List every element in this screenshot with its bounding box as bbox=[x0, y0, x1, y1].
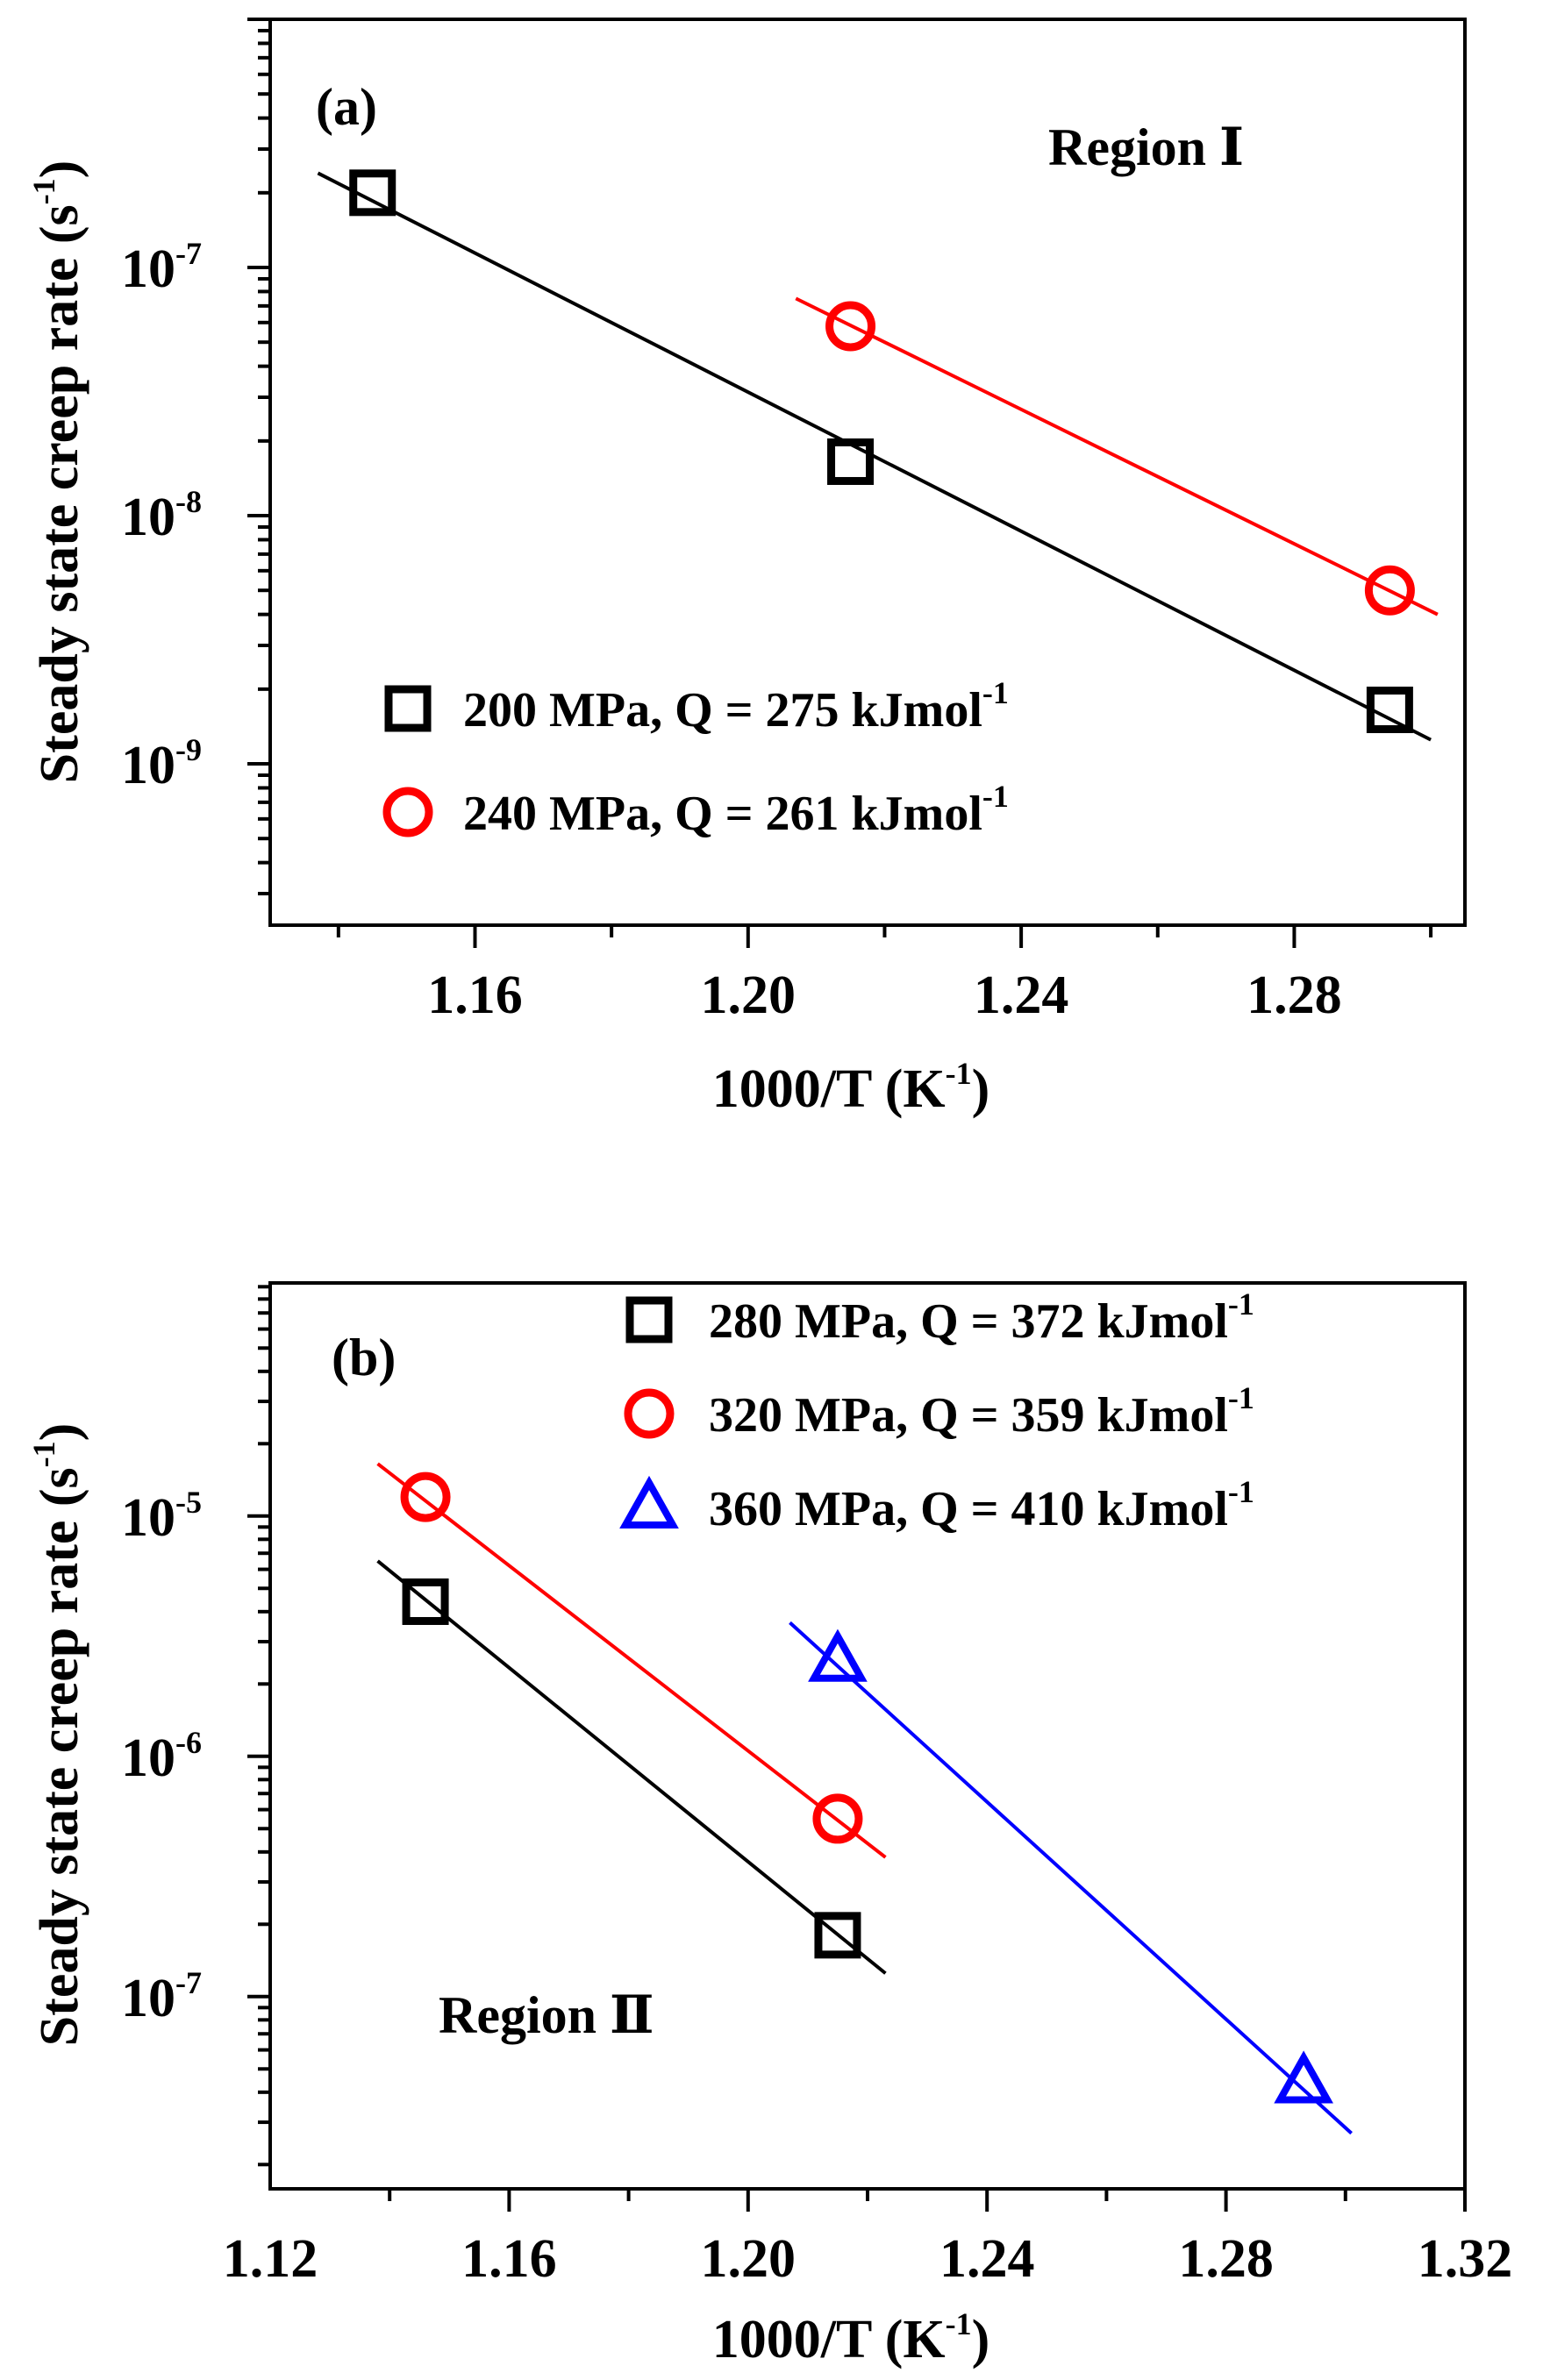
panel-b-data-point-series-1 bbox=[402, 1578, 449, 1625]
panel-a-data-point-series-1 bbox=[827, 438, 875, 485]
panel-a-y-tick-exponent: -8 bbox=[175, 484, 202, 519]
panel-b-legend-label-base: 280 MPa, Q = 372 kJmol bbox=[709, 1294, 1228, 1349]
panel-a-y-axis-title-tail: ) bbox=[30, 160, 89, 179]
panel-a-y-tick-label: 10-7 bbox=[121, 236, 202, 299]
panel-a-x-tick-label: 1.20 bbox=[701, 966, 797, 1025]
panel-a-x-tick-label: 1.24 bbox=[974, 966, 1069, 1025]
panel-a-x-tick-label: 1.28 bbox=[1247, 966, 1342, 1025]
panel-b-y-tick-exponent: -5 bbox=[175, 1485, 202, 1520]
panel-b-region-annotation: Region Ⅱ bbox=[439, 1986, 654, 2044]
panel-b-x-axis-title-tail: ) bbox=[972, 2310, 990, 2369]
panel-b-data-point-series-3 bbox=[808, 1628, 868, 1682]
panel-a-panel-label: (a) bbox=[316, 78, 377, 136]
panel-b-y-axis-title-sup: -1 bbox=[26, 1441, 61, 1467]
panel-a-data-point-series-2 bbox=[1364, 565, 1415, 616]
panel-b-x-tick-label: 1.12 bbox=[223, 2229, 318, 2289]
panel-a-x-axis-title: 1000/T (K-1) bbox=[712, 1056, 990, 1119]
panel-a-y-tick-base: 10 bbox=[121, 736, 175, 795]
panel-a-region-annotation: Region Ⅰ bbox=[1048, 118, 1244, 176]
panel-b-x-tick-label: 1.24 bbox=[939, 2229, 1035, 2289]
panel-b-y-tick-label: 10-5 bbox=[121, 1485, 202, 1548]
panel-b-y-axis-title-tail: ) bbox=[30, 1423, 89, 1442]
panel-b-legend-marker-2 bbox=[624, 1388, 675, 1439]
panel-b-legend-label-1: 280 MPa, Q = 372 kJmol-1 bbox=[709, 1286, 1254, 1349]
panel-a-data-point-series-1 bbox=[349, 169, 396, 217]
panel-b-y-tick-base: 10 bbox=[121, 1969, 175, 2028]
panel-a-x-axis-title-base: 1000/T (K bbox=[712, 1059, 946, 1119]
panel-b-y-tick-label: 10-7 bbox=[121, 1965, 202, 2028]
panel-b-legend-label-base: 320 MPa, Q = 359 kJmol bbox=[709, 1388, 1228, 1443]
panel-a-legend-marker-2 bbox=[382, 787, 433, 837]
panel-b-legend-label-3: 360 MPa, Q = 410 kJmol-1 bbox=[709, 1474, 1254, 1536]
panel-b-panel-label: (b) bbox=[332, 1329, 396, 1386]
panel-b-legend-label-sup: -1 bbox=[1228, 1380, 1254, 1415]
panel-a-y-tick-base: 10 bbox=[121, 488, 175, 547]
panel-a-y-tick-label: 10-9 bbox=[121, 732, 202, 795]
panel-b-legend-label-base: 360 MPa, Q = 410 kJmol bbox=[709, 1482, 1228, 1536]
panel-a-x-axis-title-sup: -1 bbox=[946, 1056, 972, 1091]
panel-a-legend-label-base: 240 MPa, Q = 261 kJmol bbox=[463, 787, 982, 841]
panel-b-fit-line-series-3 bbox=[789, 1621, 1353, 2135]
panel-b-data-point-series-3 bbox=[1274, 2050, 1333, 2104]
panel-b-x-tick-label: 1.20 bbox=[701, 2229, 797, 2289]
panel-b-y-tick-exponent: -7 bbox=[175, 1965, 202, 2000]
panel-a-y-tick-exponent: -9 bbox=[175, 732, 202, 767]
panel-b-data-point-series-1 bbox=[814, 1912, 861, 1959]
panel-b-legend-marker-3 bbox=[619, 1475, 679, 1528]
panel-b-x-tick-label: 1.28 bbox=[1178, 2229, 1274, 2289]
panel-a-x-tick-label: 1.16 bbox=[427, 966, 523, 1025]
panel-b-legend-label-sup: -1 bbox=[1228, 1286, 1254, 1322]
panel-b-legend-marker-1 bbox=[625, 1296, 673, 1343]
panel-b-y-axis-title-base: Steady state creep rate (s bbox=[30, 1467, 89, 2046]
panel-b-y-tick-base: 10 bbox=[121, 1728, 175, 1788]
panel-b-fit-line-series-2 bbox=[376, 1462, 887, 1859]
panel-b-y-tick-label: 10-6 bbox=[121, 1725, 202, 1788]
panel-a-data-point-series-1 bbox=[1366, 686, 1413, 733]
panel-a-y-tick-label: 10-8 bbox=[121, 484, 202, 547]
panel-b-x-axis-title: 1000/T (K-1) bbox=[712, 2306, 990, 2369]
panel-a-y-tick-base: 10 bbox=[121, 239, 175, 299]
panel-a-legend-label-sup: -1 bbox=[982, 675, 1009, 710]
panel-a-x-axis-title-tail: ) bbox=[972, 1059, 990, 1119]
panel-b-data-point-series-2 bbox=[812, 1793, 863, 1844]
panel-a-legend-label-sup: -1 bbox=[982, 779, 1009, 814]
panel-b-data-point-series-2 bbox=[400, 1471, 451, 1522]
panel-b-y-tick-exponent: -6 bbox=[175, 1725, 202, 1760]
panel-a-y-axis-title-sup: -1 bbox=[26, 178, 61, 204]
panel-a-legend-label-1: 200 MPa, Q = 275 kJmol-1 bbox=[463, 675, 1009, 738]
panel-a-fit-line-series-1 bbox=[317, 171, 1432, 742]
panel-a-y-axis-title: Steady state creep rate (s-1) bbox=[26, 160, 89, 784]
panel-b-y-tick-base: 10 bbox=[121, 1488, 175, 1548]
panel-a-y-axis-title-base: Steady state creep rate (s bbox=[30, 204, 89, 783]
panel-a-y-tick-exponent: -7 bbox=[175, 236, 202, 271]
panel-a-plot-frame bbox=[268, 18, 1467, 927]
panel-b-x-tick-label: 1.16 bbox=[461, 2229, 557, 2289]
panel-b-legend-label-2: 320 MPa, Q = 359 kJmol-1 bbox=[709, 1380, 1254, 1443]
panel-a-data-point-series-2 bbox=[825, 301, 876, 352]
panel-b-x-axis-title-base: 1000/T (K bbox=[712, 2310, 946, 2369]
panel-a-legend-label-2: 240 MPa, Q = 261 kJmol-1 bbox=[463, 779, 1009, 841]
panel-a-legend-label-base: 200 MPa, Q = 275 kJmol bbox=[463, 683, 982, 738]
panel-a-fit-line-series-2 bbox=[795, 296, 1439, 616]
panel-b-legend-label-sup: -1 bbox=[1228, 1474, 1254, 1509]
panel-a-legend-marker-1 bbox=[384, 685, 432, 732]
panel-b-fit-line-series-1 bbox=[376, 1559, 887, 1975]
panel-b-chart: 1.12 1.16 1.20 1.24 1.28 1.3210-710-610-5280 … bbox=[26, 1281, 1513, 2369]
panel-b-x-axis-title-sup: -1 bbox=[946, 2306, 972, 2341]
panel-b-x-tick-label: 1.32 bbox=[1418, 2229, 1513, 2289]
panel-b-y-axis-title: Steady state creep rate (s-1) bbox=[26, 1423, 89, 2047]
